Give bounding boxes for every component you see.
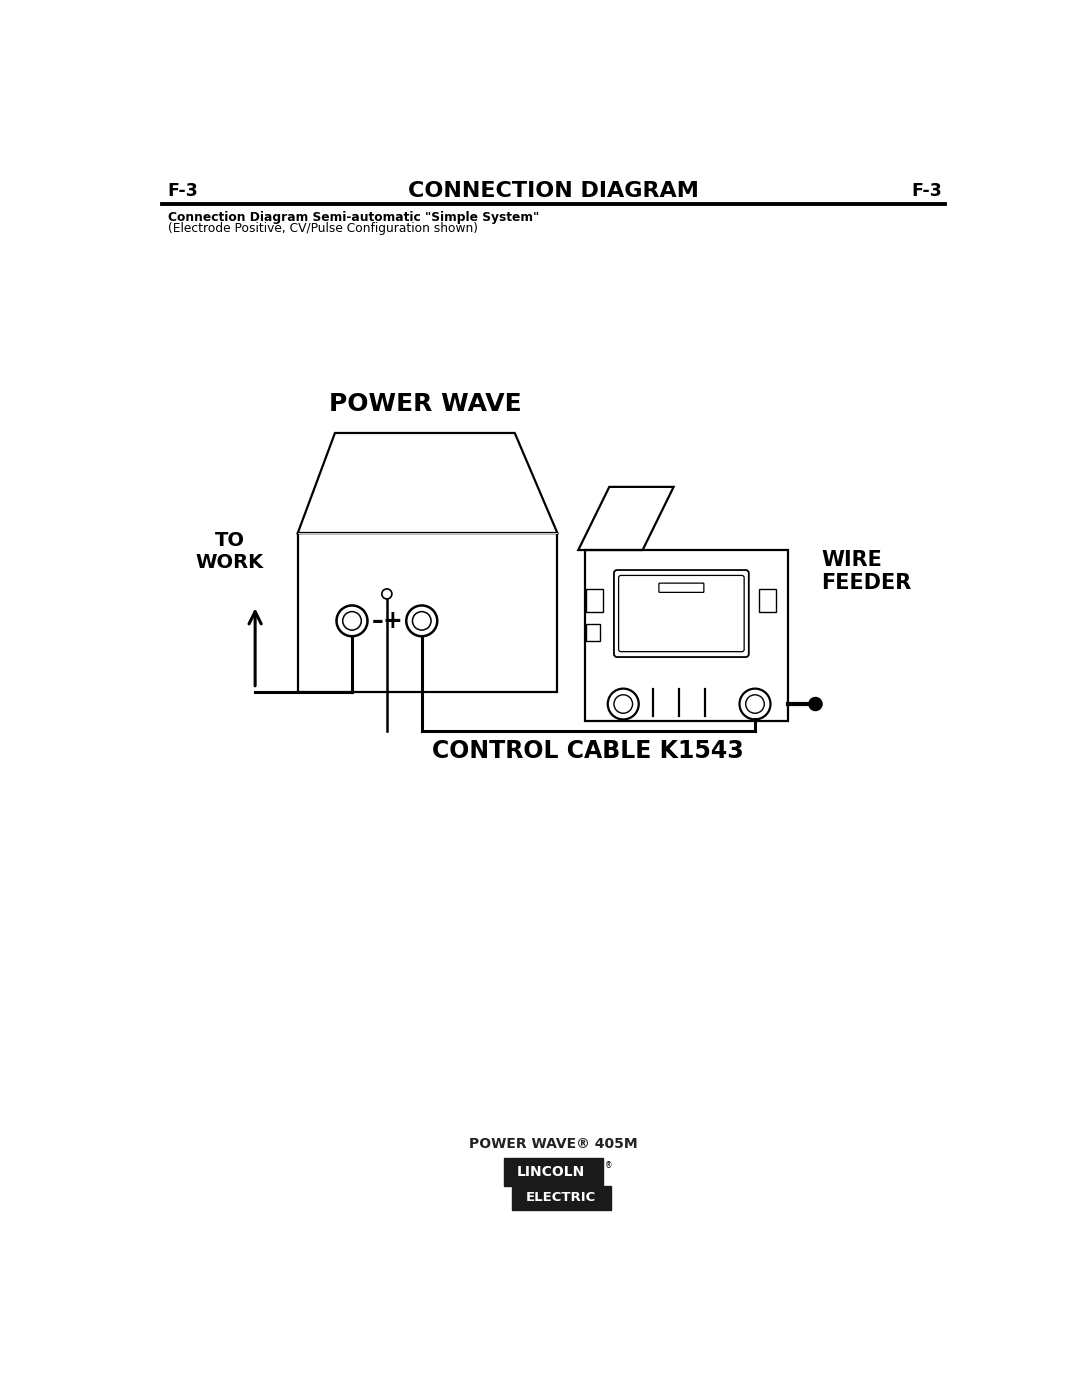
Text: ELECTRIC: ELECTRIC bbox=[526, 1191, 596, 1205]
Text: CONNECTION DIAGRAM: CONNECTION DIAGRAM bbox=[408, 182, 699, 201]
Text: F-3: F-3 bbox=[167, 182, 199, 200]
Text: LINCOLN: LINCOLN bbox=[516, 1165, 584, 1180]
Text: ®: ® bbox=[605, 1162, 612, 1170]
Text: POWER WAVE® 405M: POWER WAVE® 405M bbox=[469, 1137, 638, 1152]
Text: Connection Diagram Semi-automatic "Simple System": Connection Diagram Semi-automatic "Simpl… bbox=[167, 211, 539, 223]
Text: TO
WORK: TO WORK bbox=[195, 530, 264, 572]
Text: +: + bbox=[382, 609, 403, 633]
Circle shape bbox=[809, 698, 822, 711]
Text: WIRE
FEEDER: WIRE FEEDER bbox=[821, 550, 912, 593]
FancyBboxPatch shape bbox=[504, 1159, 603, 1185]
Text: (Electrode Positive, CV/Pulse Configuration shown): (Electrode Positive, CV/Pulse Configurat… bbox=[167, 222, 477, 236]
FancyBboxPatch shape bbox=[512, 1185, 611, 1210]
Text: POWER WAVE: POWER WAVE bbox=[328, 391, 522, 416]
Text: F-3: F-3 bbox=[912, 182, 943, 200]
Text: –: – bbox=[372, 609, 383, 633]
Text: CONTROL CABLE K1543: CONTROL CABLE K1543 bbox=[432, 738, 744, 762]
